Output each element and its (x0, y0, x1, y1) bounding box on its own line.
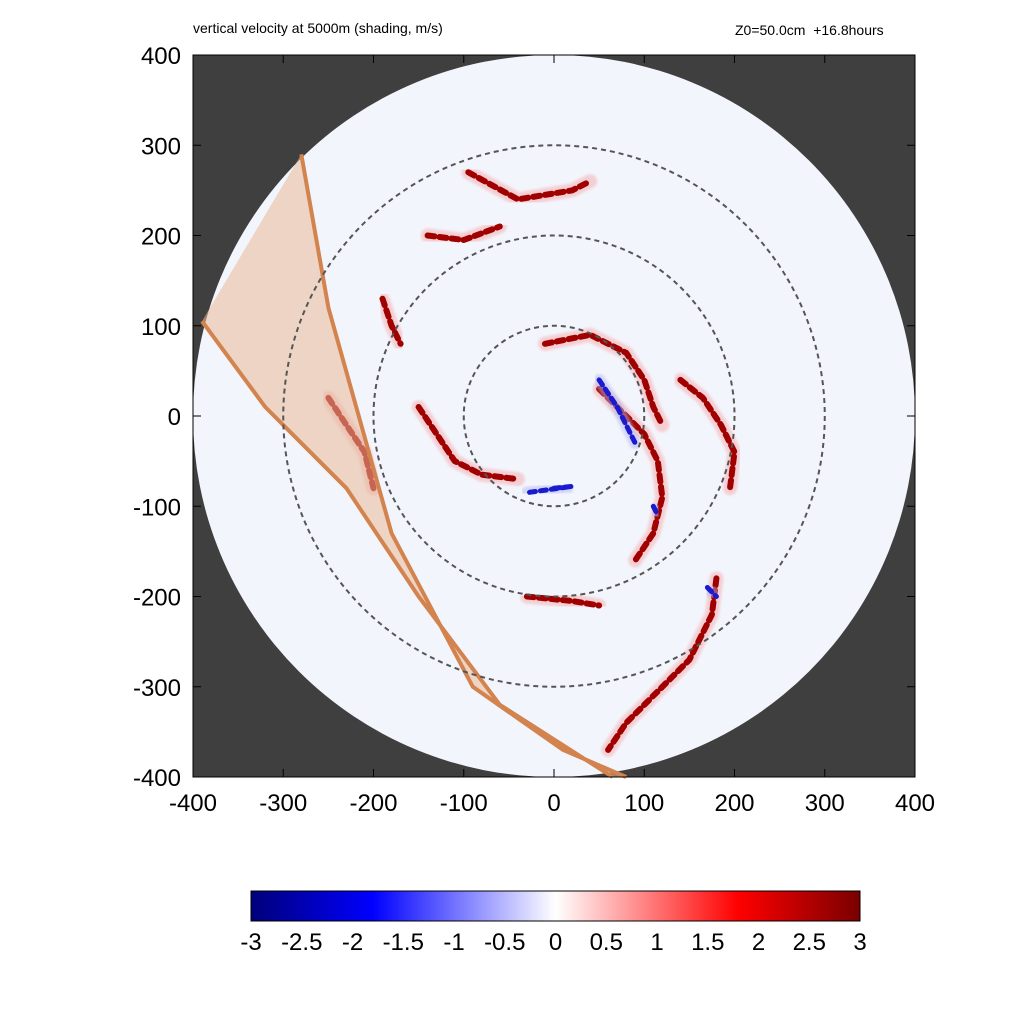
updraft-band (424, 223, 503, 243)
colorbar-label: 1 (650, 929, 663, 956)
x-tick-label: 200 (714, 790, 754, 817)
range-ring (282, 144, 826, 688)
updraft-band (677, 376, 738, 492)
chart-title: vertical velocity at 5000m (shading, m/s… (193, 20, 443, 36)
colorbar-label: 2.5 (793, 929, 826, 956)
colorbar-label: -1.5 (383, 929, 424, 956)
x-tick-label: 400 (895, 790, 935, 817)
downdraft-band (650, 503, 661, 518)
y-tick-label: -100 (133, 494, 181, 521)
axis-ticks: -400 -300 -200 -100 0 100 200 300 400 400 300 200 10… (133, 43, 935, 817)
colorbar-label: 2 (752, 929, 765, 956)
run-info-label: Z0=50.0cm +16.8hours (735, 22, 884, 38)
range-rings (282, 144, 826, 688)
downdraft-band (596, 377, 638, 446)
sector-area (202, 154, 627, 778)
y-tick-label: 300 (141, 133, 181, 160)
colorbar-label: 1.5 (691, 929, 724, 956)
updraft-band (542, 331, 666, 428)
colorbar-label: -0.5 (484, 929, 525, 956)
x-tick-label: 100 (624, 790, 664, 817)
range-ring (372, 234, 736, 598)
x-tick-label: 0 (547, 790, 560, 817)
y-tick-label: -300 (133, 675, 181, 702)
range-ring (462, 324, 646, 508)
updraft-band (523, 593, 603, 609)
colorbar-label: -2 (342, 929, 363, 956)
y-tick-label: 0 (168, 404, 181, 431)
downdraft-band (704, 585, 719, 599)
downdraft-band (524, 483, 573, 496)
model-domain (193, 55, 915, 777)
colorbar-label: 3 (853, 929, 866, 956)
updraft-band (605, 575, 720, 753)
colorbar-label: -2.5 (281, 929, 322, 956)
colorbar: -3 -2.5 -2 -1.5 -1 -0.5 0 0.5 1 1.5 2 2.5 3 (240, 890, 867, 956)
y-tick-label: -400 (133, 765, 181, 792)
sector-edge-outer (299, 153, 627, 779)
colorbar-label: -3 (240, 929, 261, 956)
updraft-band (465, 169, 594, 203)
x-tick-label: 300 (805, 790, 845, 817)
colorbar-label: -1 (443, 929, 464, 956)
updraft-band (379, 295, 404, 347)
colorbar-gradient (250, 890, 861, 922)
colorbar-label: 0.5 (590, 929, 623, 956)
y-tick-label: 400 (141, 43, 181, 70)
x-tick-label: -200 (349, 790, 397, 817)
shaded-sector (200, 153, 627, 779)
sector-edge-inner (200, 320, 614, 779)
colorbar-label: 0 (549, 929, 562, 956)
y-tick-label: -200 (133, 585, 181, 612)
x-tick-label: -400 (169, 790, 217, 817)
y-tick-label: 200 (141, 224, 181, 251)
y-tick-label: 100 (141, 314, 181, 341)
x-tick-label: -100 (440, 790, 488, 817)
updraft-band (415, 404, 521, 483)
x-tick-label: -300 (259, 790, 307, 817)
